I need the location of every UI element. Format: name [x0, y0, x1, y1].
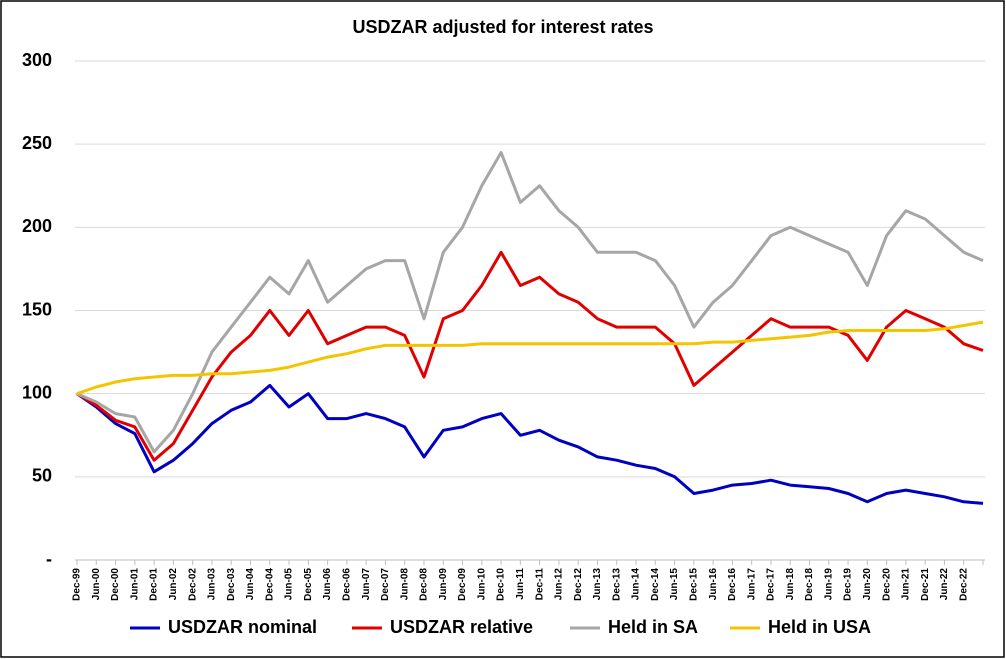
y-tick-label: 100 — [22, 382, 52, 402]
x-tick-label: Dec-13 — [611, 568, 622, 601]
x-tick-label: Dec-11 — [534, 568, 545, 601]
x-tick-label: Dec-10 — [496, 568, 507, 601]
x-tick-label: Jun-15 — [669, 568, 680, 601]
x-tick-label: Jun-10 — [476, 568, 487, 601]
x-tick-label: Jun-20 — [862, 568, 873, 601]
x-tick-label: Dec-03 — [226, 568, 237, 601]
x-tick-label: Dec-12 — [573, 568, 584, 601]
legend-label: Held in USA — [768, 617, 871, 637]
x-tick-label: Jun-03 — [207, 568, 218, 601]
x-tick-label: Dec-15 — [688, 568, 699, 601]
x-tick-label: Jun-01 — [129, 568, 140, 601]
x-tick-label: Dec-20 — [881, 568, 892, 601]
x-tick-label: Dec-08 — [419, 568, 430, 601]
legend-label: Held in SA — [608, 617, 698, 637]
x-tick-label: Jun-21 — [901, 568, 912, 601]
x-tick-label: Jun-18 — [785, 568, 796, 601]
x-tick-label: Jun-04 — [245, 568, 256, 601]
x-tick-label: Jun-22 — [939, 568, 950, 601]
x-tick-label: Dec-21 — [920, 568, 931, 601]
x-tick-label: Dec-19 — [843, 568, 854, 601]
y-tick-label: - — [46, 549, 52, 569]
x-tick-label: Dec-07 — [380, 568, 391, 601]
y-tick-label: 250 — [22, 133, 52, 153]
x-tick-label: Jun-00 — [91, 568, 102, 601]
x-tick-label: Jun-05 — [284, 568, 295, 601]
x-tick-label: Jun-06 — [322, 568, 333, 601]
series-line — [76, 383, 984, 505]
x-tick-label: Dec-22 — [958, 568, 969, 601]
x-tick-label: Dec-18 — [804, 568, 815, 601]
x-tick-label: Jun-12 — [554, 568, 565, 601]
series-line — [76, 250, 984, 462]
y-tick-label: 50 — [32, 466, 52, 486]
x-tick-label: Jun-13 — [592, 568, 603, 601]
x-tick-label: Jun-09 — [438, 568, 449, 601]
x-tick-label: Dec-14 — [650, 568, 661, 601]
legend-label: USDZAR nominal — [168, 617, 317, 637]
y-tick-label: 300 — [22, 50, 52, 70]
legend-label: USDZAR relative — [390, 617, 533, 637]
x-tick-label: Dec-01 — [149, 568, 160, 601]
chart-title: USDZAR adjusted for interest rates — [352, 17, 653, 37]
x-tick-label: Jun-02 — [168, 568, 179, 601]
x-tick-label: Dec-16 — [727, 568, 738, 601]
x-tick-label: Jun-07 — [361, 568, 372, 601]
series-line — [76, 320, 984, 396]
x-tick-label: Jun-14 — [631, 568, 642, 601]
x-tick-label: Dec-99 — [72, 568, 83, 601]
series-line — [76, 151, 984, 454]
x-tick-label: Jun-17 — [746, 568, 757, 601]
x-tick-label: Jun-11 — [515, 568, 526, 600]
x-tick-label: Dec-02 — [187, 568, 198, 601]
x-tick-label: Dec-09 — [457, 568, 468, 601]
y-tick-label: 200 — [22, 216, 52, 236]
y-tick-label: 150 — [22, 299, 52, 319]
x-tick-label: Jun-19 — [823, 568, 834, 601]
x-tick-label: Dec-17 — [766, 568, 777, 601]
x-tick-label: Dec-06 — [342, 568, 353, 601]
x-tick-label: Dec-00 — [110, 568, 121, 601]
x-tick-label: Jun-08 — [399, 568, 410, 601]
x-tick-label: Jun-16 — [708, 568, 719, 601]
x-tick-label: Dec-04 — [264, 568, 275, 601]
x-tick-label: Dec-05 — [303, 568, 314, 601]
